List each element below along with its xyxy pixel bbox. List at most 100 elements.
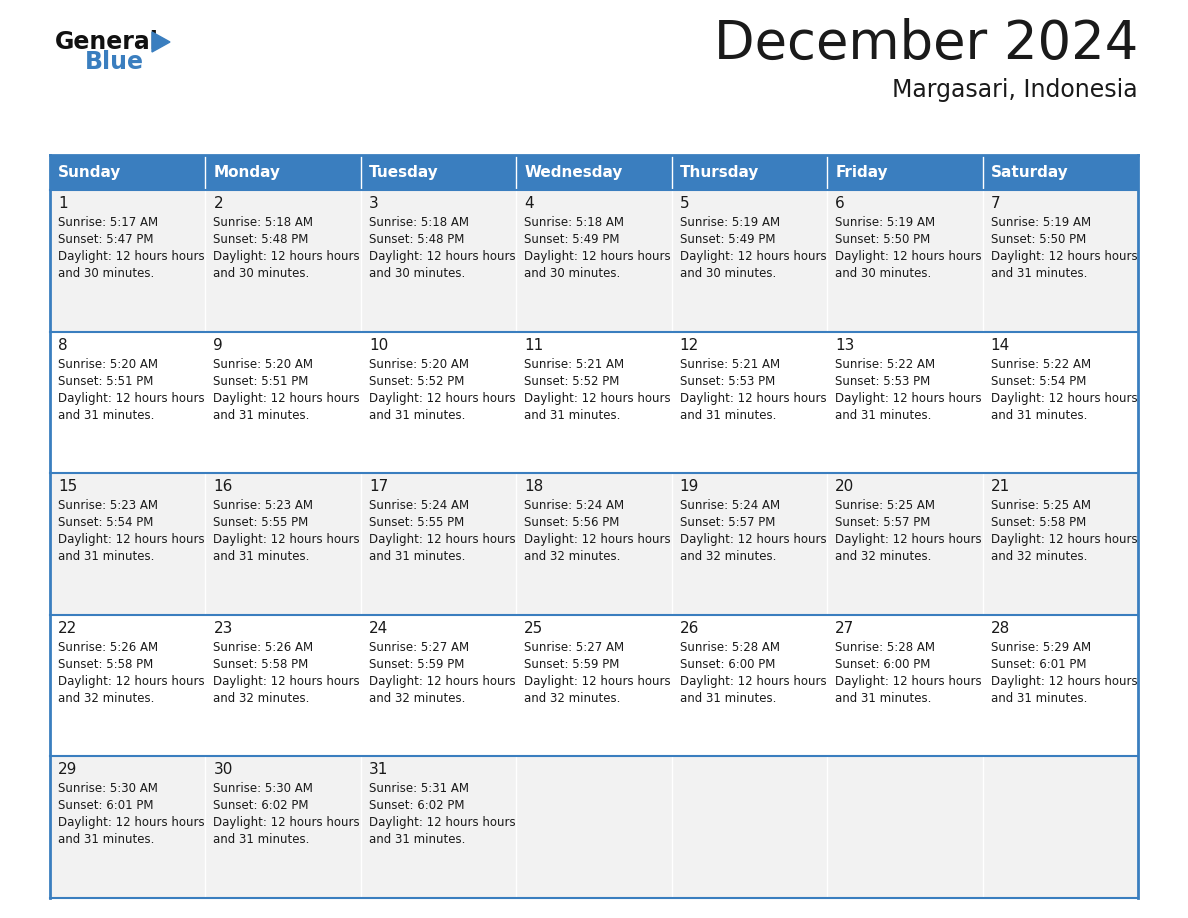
Text: Sunrise: 5:18 AM: Sunrise: 5:18 AM: [214, 216, 314, 229]
Text: Sunrise: 5:20 AM: Sunrise: 5:20 AM: [368, 358, 469, 371]
Text: Sunrise: 5:28 AM: Sunrise: 5:28 AM: [680, 641, 779, 654]
Text: Daylight: 12 hours hours: Daylight: 12 hours hours: [835, 675, 981, 688]
Text: Sunrise: 5:22 AM: Sunrise: 5:22 AM: [835, 358, 935, 371]
Text: and 30 minutes.: and 30 minutes.: [214, 267, 310, 280]
Text: Sunrise: 5:28 AM: Sunrise: 5:28 AM: [835, 641, 935, 654]
Text: Sunset: 5:48 PM: Sunset: 5:48 PM: [214, 233, 309, 246]
Text: 21: 21: [991, 479, 1010, 494]
Text: Daylight: 12 hours hours: Daylight: 12 hours hours: [368, 392, 516, 405]
Text: Daylight: 12 hours hours: Daylight: 12 hours hours: [58, 392, 204, 405]
Text: Blue: Blue: [86, 50, 144, 74]
Text: Sunrise: 5:30 AM: Sunrise: 5:30 AM: [214, 782, 314, 795]
Text: Sunrise: 5:29 AM: Sunrise: 5:29 AM: [991, 641, 1091, 654]
Text: Sunset: 5:52 PM: Sunset: 5:52 PM: [524, 375, 620, 387]
Text: Daylight: 12 hours hours: Daylight: 12 hours hours: [214, 675, 360, 688]
Text: Sunrise: 5:24 AM: Sunrise: 5:24 AM: [680, 499, 779, 512]
Text: 29: 29: [58, 763, 77, 778]
Text: Daylight: 12 hours hours: Daylight: 12 hours hours: [58, 816, 204, 829]
Text: Sunset: 5:49 PM: Sunset: 5:49 PM: [680, 233, 776, 246]
Text: and 31 minutes.: and 31 minutes.: [991, 267, 1087, 280]
Text: December 2024: December 2024: [714, 18, 1138, 70]
Text: Daylight: 12 hours hours: Daylight: 12 hours hours: [524, 675, 671, 688]
Bar: [50, 331, 1138, 473]
Text: and 31 minutes.: and 31 minutes.: [368, 409, 466, 421]
Text: Sunrise: 5:17 AM: Sunrise: 5:17 AM: [58, 216, 158, 229]
Text: Sunrise: 5:19 AM: Sunrise: 5:19 AM: [991, 216, 1091, 229]
Text: Monday: Monday: [214, 165, 280, 180]
Text: Sunrise: 5:23 AM: Sunrise: 5:23 AM: [214, 499, 314, 512]
Text: Sunset: 5:51 PM: Sunset: 5:51 PM: [58, 375, 153, 387]
Text: 14: 14: [991, 338, 1010, 353]
Text: 28: 28: [991, 621, 1010, 636]
Bar: [50, 190, 1138, 331]
Text: Sunrise: 5:24 AM: Sunrise: 5:24 AM: [524, 499, 625, 512]
Text: 26: 26: [680, 621, 699, 636]
Text: Sunrise: 5:18 AM: Sunrise: 5:18 AM: [524, 216, 624, 229]
Bar: [50, 155, 206, 190]
Text: Sunset: 6:00 PM: Sunset: 6:00 PM: [680, 658, 775, 671]
Text: 7: 7: [991, 196, 1000, 211]
Text: and 31 minutes.: and 31 minutes.: [58, 409, 154, 421]
Text: 22: 22: [58, 621, 77, 636]
Text: 19: 19: [680, 479, 699, 494]
Text: Daylight: 12 hours hours: Daylight: 12 hours hours: [680, 675, 827, 688]
Text: Tuesday: Tuesday: [368, 165, 438, 180]
Text: Daylight: 12 hours hours: Daylight: 12 hours hours: [368, 250, 516, 263]
Bar: [827, 155, 982, 190]
Text: Daylight: 12 hours hours: Daylight: 12 hours hours: [368, 533, 516, 546]
Text: Daylight: 12 hours hours: Daylight: 12 hours hours: [680, 250, 827, 263]
Text: and 31 minutes.: and 31 minutes.: [368, 834, 466, 846]
Text: Sunrise: 5:26 AM: Sunrise: 5:26 AM: [58, 641, 158, 654]
Text: and 32 minutes.: and 32 minutes.: [524, 692, 620, 705]
Text: Sunrise: 5:21 AM: Sunrise: 5:21 AM: [524, 358, 625, 371]
Text: and 31 minutes.: and 31 minutes.: [835, 409, 931, 421]
Text: 4: 4: [524, 196, 533, 211]
Text: Sunrise: 5:25 AM: Sunrise: 5:25 AM: [835, 499, 935, 512]
Text: and 30 minutes.: and 30 minutes.: [368, 267, 466, 280]
Text: 6: 6: [835, 196, 845, 211]
Bar: [50, 615, 1138, 756]
Text: 16: 16: [214, 479, 233, 494]
Text: Daylight: 12 hours hours: Daylight: 12 hours hours: [58, 533, 204, 546]
Text: Sunset: 6:02 PM: Sunset: 6:02 PM: [368, 800, 465, 812]
Text: Sunset: 5:58 PM: Sunset: 5:58 PM: [214, 658, 309, 671]
Text: Sunset: 5:47 PM: Sunset: 5:47 PM: [58, 233, 153, 246]
Text: Daylight: 12 hours hours: Daylight: 12 hours hours: [58, 675, 204, 688]
Text: 24: 24: [368, 621, 388, 636]
Text: Sunset: 5:49 PM: Sunset: 5:49 PM: [524, 233, 620, 246]
Text: Sunrise: 5:25 AM: Sunrise: 5:25 AM: [991, 499, 1091, 512]
Text: 17: 17: [368, 479, 388, 494]
Bar: [50, 756, 1138, 898]
Text: Sunset: 5:48 PM: Sunset: 5:48 PM: [368, 233, 465, 246]
Text: and 31 minutes.: and 31 minutes.: [58, 550, 154, 564]
Text: and 31 minutes.: and 31 minutes.: [214, 834, 310, 846]
Text: Daylight: 12 hours hours: Daylight: 12 hours hours: [214, 250, 360, 263]
Text: 2: 2: [214, 196, 223, 211]
Text: Sunrise: 5:22 AM: Sunrise: 5:22 AM: [991, 358, 1091, 371]
Text: Sunrise: 5:18 AM: Sunrise: 5:18 AM: [368, 216, 469, 229]
Text: Sunrise: 5:27 AM: Sunrise: 5:27 AM: [524, 641, 625, 654]
Text: 5: 5: [680, 196, 689, 211]
Text: and 32 minutes.: and 32 minutes.: [58, 692, 154, 705]
Text: and 32 minutes.: and 32 minutes.: [368, 692, 466, 705]
Text: Sunrise: 5:30 AM: Sunrise: 5:30 AM: [58, 782, 158, 795]
Text: 30: 30: [214, 763, 233, 778]
Text: Sunrise: 5:19 AM: Sunrise: 5:19 AM: [835, 216, 935, 229]
Text: Sunset: 5:58 PM: Sunset: 5:58 PM: [991, 516, 1086, 529]
Text: and 31 minutes.: and 31 minutes.: [680, 409, 776, 421]
Text: Daylight: 12 hours hours: Daylight: 12 hours hours: [991, 675, 1137, 688]
Bar: [361, 155, 517, 190]
Text: and 32 minutes.: and 32 minutes.: [524, 550, 620, 564]
Text: Daylight: 12 hours hours: Daylight: 12 hours hours: [991, 392, 1137, 405]
Text: Sunrise: 5:31 AM: Sunrise: 5:31 AM: [368, 782, 469, 795]
Text: and 30 minutes.: and 30 minutes.: [524, 267, 620, 280]
Text: and 31 minutes.: and 31 minutes.: [214, 409, 310, 421]
Bar: [206, 155, 361, 190]
Text: Sunset: 5:57 PM: Sunset: 5:57 PM: [680, 516, 775, 529]
Text: Thursday: Thursday: [680, 165, 759, 180]
Text: 13: 13: [835, 338, 854, 353]
Text: Sunrise: 5:20 AM: Sunrise: 5:20 AM: [214, 358, 314, 371]
Text: and 31 minutes.: and 31 minutes.: [680, 692, 776, 705]
Text: Sunset: 5:54 PM: Sunset: 5:54 PM: [991, 375, 1086, 387]
Text: Sunday: Sunday: [58, 165, 121, 180]
